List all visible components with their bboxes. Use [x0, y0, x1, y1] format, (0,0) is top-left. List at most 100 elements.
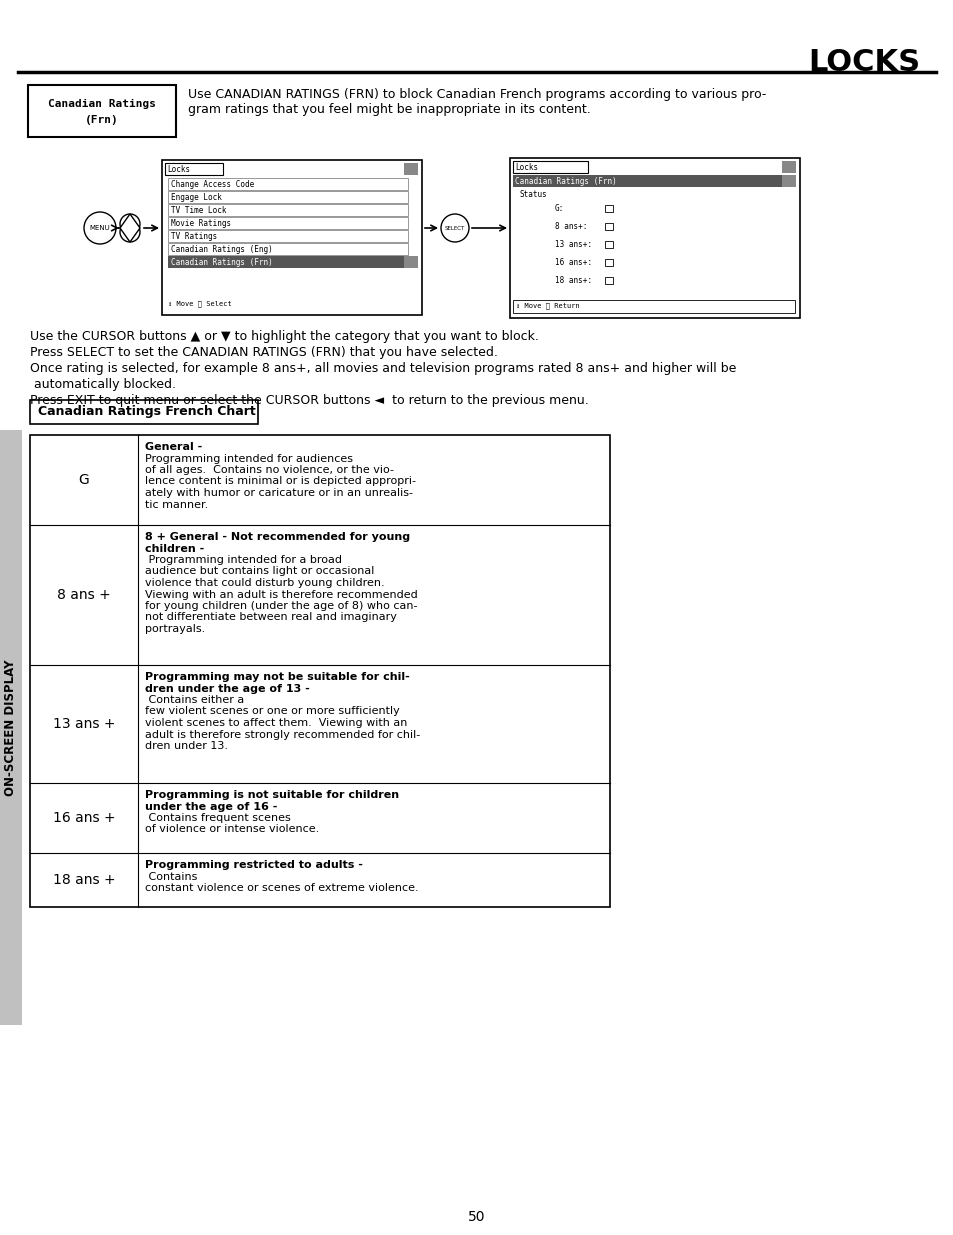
- Text: Locks: Locks: [515, 163, 537, 172]
- Text: 8 + General - Not recommended for young: 8 + General - Not recommended for young: [145, 532, 410, 542]
- Text: Programming intended for audiences: Programming intended for audiences: [145, 453, 353, 463]
- Text: TV Ratings: TV Ratings: [171, 232, 217, 241]
- Bar: [168, 217, 408, 228]
- Text: Canadian Ratings (Frn): Canadian Ratings (Frn): [515, 177, 616, 186]
- Text: 13 ans +: 13 ans +: [52, 718, 115, 731]
- Text: Press EXIT to quit menu or select the CURSOR buttons ◄  to return to the previou: Press EXIT to quit menu or select the CU…: [30, 394, 588, 408]
- Text: ▲: ▲: [127, 219, 133, 227]
- Text: 16 ans +: 16 ans +: [52, 811, 115, 825]
- Bar: [513, 300, 794, 312]
- Text: dren under 13.: dren under 13.: [145, 741, 228, 751]
- Text: Viewing with an adult is therefore recommended: Viewing with an adult is therefore recom…: [145, 589, 417, 599]
- Text: 18 ans+:: 18 ans+:: [555, 275, 592, 285]
- Bar: [781, 161, 795, 173]
- Text: Engage Lock: Engage Lock: [171, 193, 222, 203]
- Text: (Frn): (Frn): [85, 115, 119, 125]
- Text: of all ages.  Contains no violence, or the vio-: of all ages. Contains no violence, or th…: [145, 466, 394, 475]
- Text: Canadian Ratings: Canadian Ratings: [48, 99, 156, 109]
- Text: violent scenes to affect them.  Viewing with an: violent scenes to affect them. Viewing w…: [145, 718, 407, 727]
- Text: ↕ Move Ⓢ Return: ↕ Move Ⓢ Return: [516, 303, 579, 309]
- Text: for young children (under the age of 8) who can-: for young children (under the age of 8) …: [145, 601, 417, 611]
- Text: Contains frequent scenes: Contains frequent scenes: [145, 813, 291, 823]
- Circle shape: [440, 214, 469, 242]
- Circle shape: [120, 222, 140, 242]
- Bar: [604, 205, 613, 212]
- Bar: [168, 243, 408, 254]
- Bar: [604, 224, 613, 230]
- Bar: [168, 204, 408, 216]
- Bar: [165, 163, 223, 175]
- Text: 8 ans+:: 8 ans+:: [555, 222, 587, 231]
- Text: Canadian Ratings French Chart: Canadian Ratings French Chart: [38, 405, 255, 417]
- Text: 13 ans+:: 13 ans+:: [555, 240, 592, 249]
- Text: Programming may not be suitable for chil-: Programming may not be suitable for chil…: [145, 672, 410, 682]
- Text: Programming intended for a broad: Programming intended for a broad: [145, 555, 341, 564]
- Text: LOCKS: LOCKS: [807, 48, 919, 77]
- Text: Use the CURSOR buttons ▲ or ▼ to highlight the category that you want to block.: Use the CURSOR buttons ▲ or ▼ to highlig…: [30, 330, 538, 343]
- Text: ON-SCREEN DISPLAY: ON-SCREEN DISPLAY: [5, 659, 17, 795]
- Text: dren under the age of 13 -: dren under the age of 13 -: [145, 683, 310, 694]
- Text: Movie Ratings: Movie Ratings: [171, 219, 231, 228]
- Text: SELECT: SELECT: [444, 226, 465, 231]
- Text: adult is therefore strongly recommended for chil-: adult is therefore strongly recommended …: [145, 730, 420, 740]
- Text: audience but contains light or occasional: audience but contains light or occasiona…: [145, 567, 374, 577]
- Text: Use CANADIAN RATINGS (FRN) to block Canadian French programs according to variou: Use CANADIAN RATINGS (FRN) to block Cana…: [188, 88, 765, 101]
- Text: constant violence or scenes of extreme violence.: constant violence or scenes of extreme v…: [145, 883, 418, 893]
- Text: Contains: Contains: [145, 872, 197, 882]
- Polygon shape: [120, 214, 140, 242]
- Text: 50: 50: [468, 1210, 485, 1224]
- Bar: [604, 241, 613, 248]
- Text: Once rating is selected, for example 8 ans+, all movies and television programs : Once rating is selected, for example 8 a…: [30, 362, 736, 375]
- Circle shape: [120, 214, 140, 233]
- Text: lence content is minimal or is depicted appropri-: lence content is minimal or is depicted …: [145, 477, 416, 487]
- Text: ↕ Move Ⓢ Select: ↕ Move Ⓢ Select: [168, 300, 232, 306]
- Bar: [510, 158, 800, 317]
- Text: G: G: [78, 473, 90, 487]
- Text: of violence or intense violence.: of violence or intense violence.: [145, 825, 319, 835]
- Text: Status: Status: [519, 190, 547, 199]
- Text: MENU: MENU: [90, 225, 111, 231]
- Text: ately with humor or caricature or in an unrealis-: ately with humor or caricature or in an …: [145, 488, 413, 498]
- Bar: [168, 230, 408, 242]
- Bar: [168, 256, 408, 268]
- Text: not differentiate between real and imaginary: not differentiate between real and imagi…: [145, 613, 396, 622]
- Bar: [30, 400, 257, 424]
- Text: Contains either a: Contains either a: [145, 695, 244, 705]
- Bar: [781, 175, 795, 186]
- Bar: [513, 175, 782, 186]
- Circle shape: [84, 212, 116, 245]
- Text: portrayals.: portrayals.: [145, 624, 205, 634]
- Text: children -: children -: [145, 543, 204, 553]
- Bar: [403, 163, 417, 175]
- Bar: [0, 430, 22, 1025]
- Bar: [168, 178, 408, 190]
- Text: Programming is not suitable for children: Programming is not suitable for children: [145, 790, 398, 800]
- Text: under the age of 16 -: under the age of 16 -: [145, 802, 277, 811]
- Text: Press SELECT to set the CANADIAN RATINGS (FRN) that you have selected.: Press SELECT to set the CANADIAN RATINGS…: [30, 346, 497, 359]
- Text: General -: General -: [145, 442, 206, 452]
- Bar: [604, 259, 613, 266]
- Text: Canadian Ratings (Frn): Canadian Ratings (Frn): [171, 258, 273, 267]
- Bar: [168, 191, 408, 203]
- Bar: [30, 435, 609, 906]
- Text: tic manner.: tic manner.: [145, 499, 208, 510]
- Text: gram ratings that you feel might be inappropriate in its content.: gram ratings that you feel might be inap…: [188, 103, 590, 116]
- Text: ▼: ▼: [127, 228, 133, 237]
- Text: automatically blocked.: automatically blocked.: [30, 378, 175, 391]
- Text: Programming restricted to adults -: Programming restricted to adults -: [145, 860, 366, 869]
- Text: 8 ans +: 8 ans +: [57, 588, 111, 601]
- Text: Change Access Code: Change Access Code: [171, 180, 254, 189]
- Text: 18 ans +: 18 ans +: [52, 873, 115, 887]
- Text: G:: G:: [555, 204, 563, 212]
- Text: 16 ans+:: 16 ans+:: [555, 258, 592, 267]
- Bar: [28, 85, 175, 137]
- Bar: [604, 277, 613, 284]
- Text: Locks: Locks: [167, 165, 190, 174]
- Bar: [513, 161, 587, 173]
- Text: TV Time Lock: TV Time Lock: [171, 206, 226, 215]
- Text: violence that could disturb young children.: violence that could disturb young childr…: [145, 578, 384, 588]
- Text: few violent scenes or one or more sufficiently: few violent scenes or one or more suffic…: [145, 706, 399, 716]
- Text: Canadian Ratings (Eng): Canadian Ratings (Eng): [171, 245, 273, 254]
- Bar: [162, 161, 421, 315]
- Bar: [403, 256, 417, 268]
